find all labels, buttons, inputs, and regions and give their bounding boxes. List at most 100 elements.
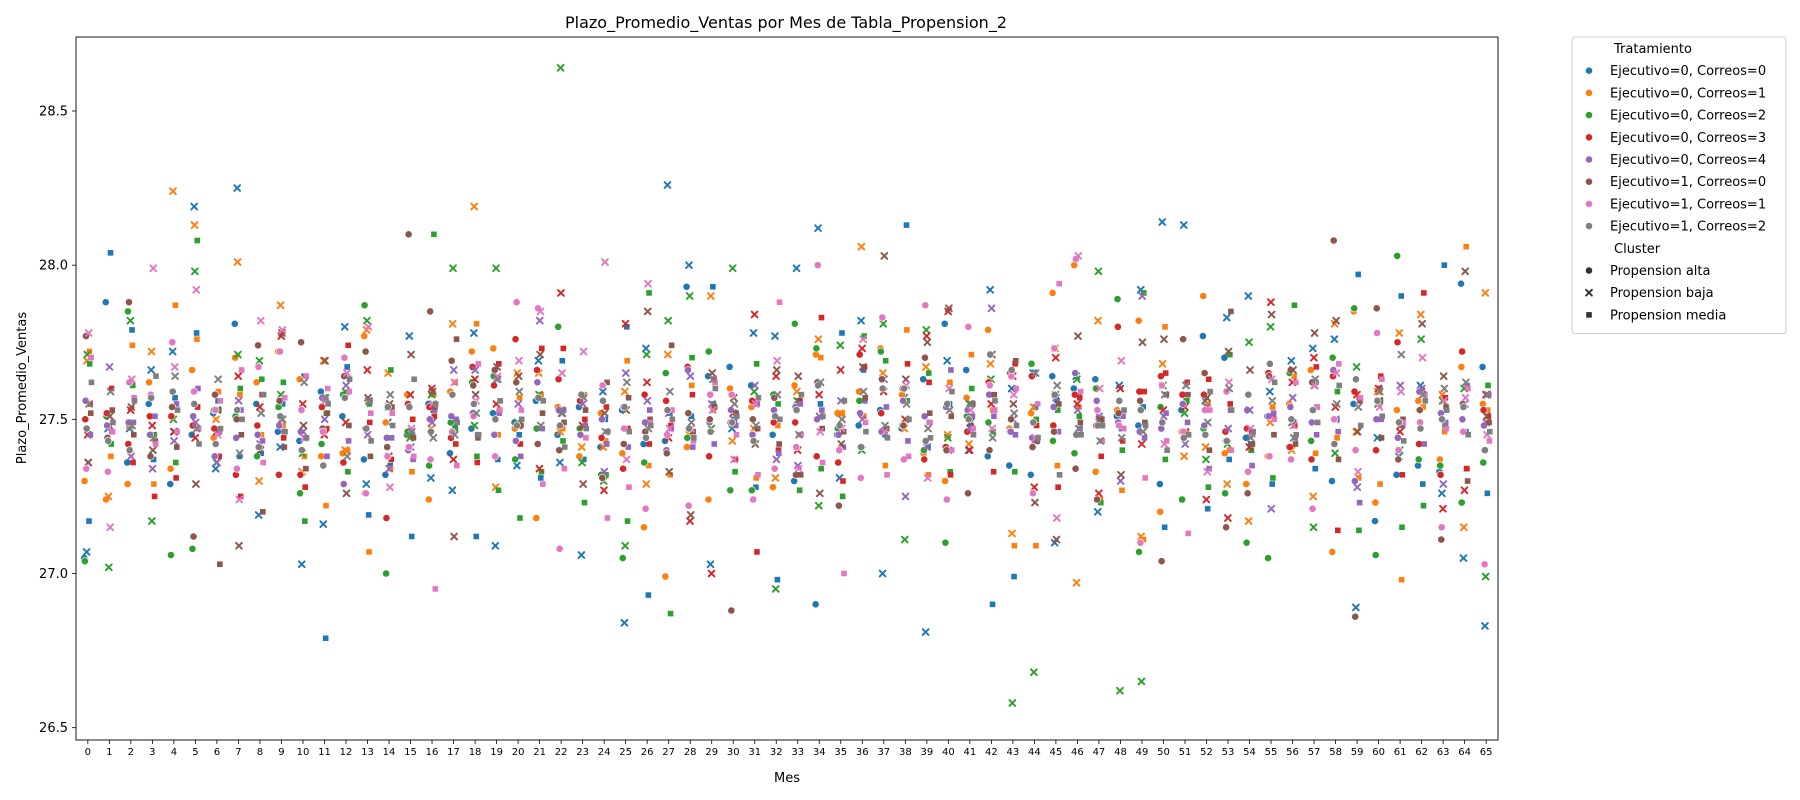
data-point: [1137, 440, 1146, 448]
data-point: [754, 401, 761, 407]
data-point: [689, 391, 696, 398]
data-point: [388, 367, 394, 373]
data-point: [753, 484, 759, 490]
data-point: [646, 441, 653, 447]
data-point: [405, 332, 414, 340]
data-point: [862, 419, 869, 426]
data-point: [752, 421, 760, 430]
data-point: [516, 394, 523, 401]
data-point: [1421, 290, 1427, 296]
data-point: [941, 477, 949, 485]
data-point: [1141, 290, 1147, 296]
data-point: [902, 400, 911, 408]
data-point: [103, 421, 112, 430]
x-tick-label: 5: [192, 747, 198, 758]
data-point: [253, 421, 262, 430]
data-point: [755, 394, 762, 401]
data-point: [857, 443, 866, 451]
data-point: [1328, 477, 1336, 485]
data-point: [664, 316, 673, 325]
data-point: [1420, 502, 1427, 509]
data-point: [1443, 404, 1449, 410]
data-point: [169, 187, 177, 196]
data-point: [1099, 422, 1106, 429]
data-point: [1054, 462, 1061, 469]
data-point: [168, 347, 177, 356]
data-point: [1136, 396, 1144, 405]
data-point: [749, 329, 758, 337]
data-point: [1012, 431, 1019, 438]
legend-marker: [1585, 199, 1593, 208]
data-point: [922, 363, 930, 371]
data-point: [1459, 554, 1468, 562]
data-point: [381, 418, 390, 427]
data-point: [578, 400, 587, 408]
data-point: [1421, 441, 1428, 447]
data-point: [1350, 304, 1359, 313]
data-point: [816, 427, 824, 436]
data-point: [1307, 437, 1316, 445]
data-point: [904, 327, 910, 333]
data-point: [686, 517, 694, 525]
data-point: [1377, 481, 1383, 487]
data-point: [988, 433, 997, 442]
legend-marker: [1585, 133, 1593, 142]
data-point: [191, 418, 200, 427]
data-point: [712, 385, 719, 392]
legend-marker: [1585, 155, 1593, 164]
data-point: [256, 316, 265, 325]
data-point: [705, 452, 714, 461]
data-point: [968, 385, 975, 392]
data-point: [152, 438, 159, 444]
data-point: [985, 446, 994, 455]
data-point: [881, 421, 889, 430]
data-point: [1289, 421, 1298, 430]
data-point: [1140, 536, 1147, 543]
data-point: [365, 512, 372, 518]
data-point: [883, 404, 890, 410]
data-point: [986, 285, 994, 294]
data-point: [1026, 470, 1035, 479]
data-point: [173, 475, 179, 481]
data-point: [1012, 361, 1018, 367]
data-point: [1438, 415, 1446, 424]
x-tick-label: 53: [1222, 747, 1235, 758]
data-point: [1483, 390, 1492, 399]
data-point: [725, 363, 734, 371]
data-point: [1437, 523, 1446, 532]
data-point: [942, 495, 951, 504]
data-point: [238, 431, 245, 438]
data-point: [191, 433, 200, 442]
data-point: [794, 464, 803, 473]
data-point: [775, 401, 781, 407]
data-point: [582, 407, 589, 413]
data-point: [1352, 363, 1361, 371]
data-point: [812, 344, 821, 353]
data-point: [217, 425, 224, 432]
data-point: [1437, 535, 1446, 544]
data-point: [234, 372, 243, 381]
data-point: [447, 412, 456, 421]
data-point: [604, 515, 611, 521]
data-point: [475, 361, 482, 367]
data-point: [235, 495, 244, 504]
data-point: [214, 375, 222, 384]
data-point: [884, 472, 890, 478]
data-point: [407, 350, 415, 359]
data-point: [790, 319, 799, 328]
data-point: [1225, 378, 1233, 387]
data-point: [706, 560, 715, 569]
x-tick-label: 34: [813, 747, 826, 758]
data-point: [147, 347, 156, 356]
data-point: [276, 301, 285, 310]
data-point: [1335, 527, 1341, 534]
data-point: [1011, 542, 1018, 549]
data-point: [299, 427, 307, 436]
data-point: [1028, 489, 1037, 498]
data-point: [962, 366, 971, 374]
data-point: [472, 409, 481, 418]
data-point: [194, 404, 201, 410]
data-point: [323, 425, 330, 432]
data-point: [1200, 369, 1209, 377]
data-point: [1378, 435, 1385, 441]
